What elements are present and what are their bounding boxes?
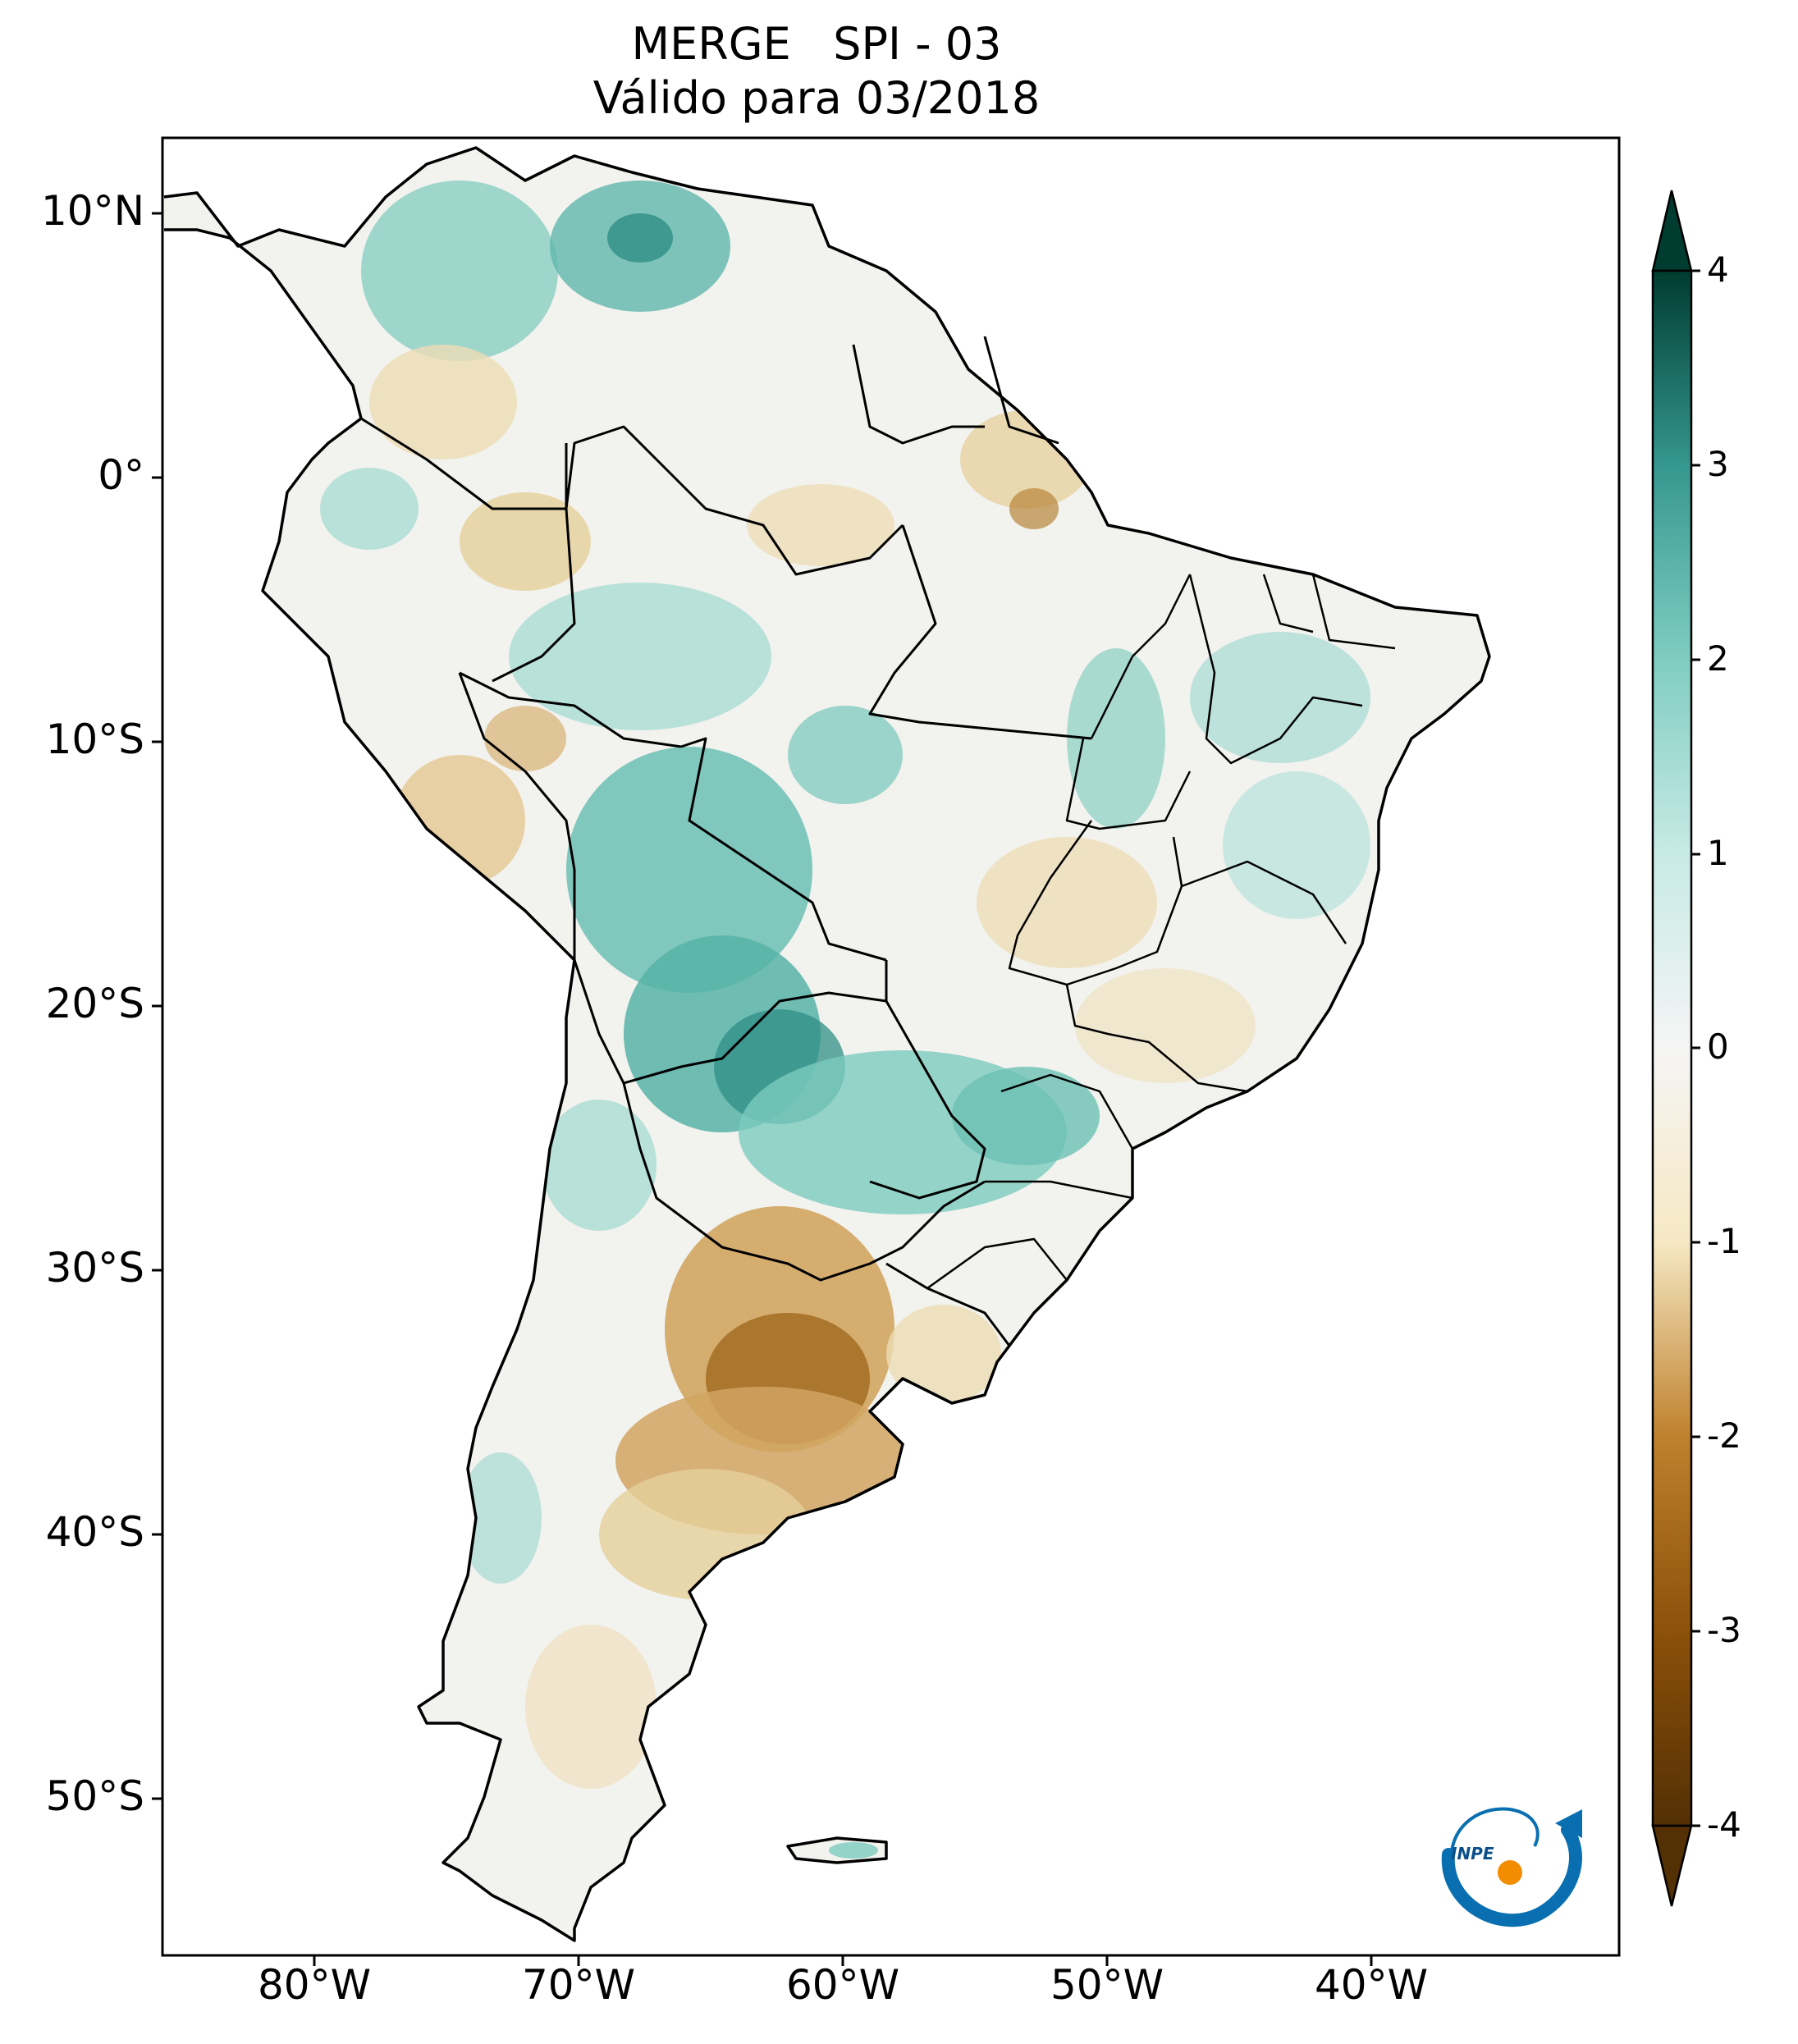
colorbar-tick-label: 0 <box>1707 1027 1729 1067</box>
colorbar-tick-label: 2 <box>1707 638 1729 679</box>
lat-label-40s: 40°S <box>45 1508 144 1556</box>
lon-label-60w: 60°W <box>785 1961 900 2009</box>
state-borders <box>926 574 1396 1290</box>
inpe-logo-text: INPE <box>1451 1844 1494 1863</box>
lat-label-20s: 20°S <box>45 980 144 1027</box>
map-subtitle: Válido para 03/2018 <box>592 72 1041 124</box>
inpe-logo <box>1441 1807 1582 1927</box>
lat-label-10n: 10°N <box>40 187 144 235</box>
lon-label-80w: 80°W <box>257 1961 372 2009</box>
axis-ticks <box>152 212 1373 1966</box>
map-title: MERGE SPI - 03 <box>631 18 1002 70</box>
lat-label-0: 0° <box>98 451 144 499</box>
colorbar-tick-label: 3 <box>1707 444 1729 484</box>
lon-label-40w: 40°W <box>1314 1961 1429 2009</box>
spi-field <box>163 146 1491 1942</box>
colorbar-tick-label: 1 <box>1707 833 1729 873</box>
lon-label-50w: 50°W <box>1050 1961 1164 2009</box>
lon-label-70w: 70°W <box>521 1961 636 2009</box>
map-frame <box>161 136 1621 1957</box>
country-borders <box>360 336 1092 1347</box>
lat-label-30s: 30°S <box>45 1244 144 1292</box>
lat-label-50s: 50°S <box>45 1772 144 1820</box>
colorbar-tick-label: -2 <box>1707 1415 1741 1456</box>
coastline <box>163 146 1491 1942</box>
colorbar-tick-label: -1 <box>1707 1221 1741 1261</box>
colorbar <box>1651 190 1700 1907</box>
colorbar-tick-label: -4 <box>1707 1804 1741 1845</box>
colorbar-tick-label: 4 <box>1707 249 1729 290</box>
lat-label-10s: 10°S <box>45 716 144 763</box>
colorbar-tick-label: -3 <box>1707 1610 1741 1650</box>
